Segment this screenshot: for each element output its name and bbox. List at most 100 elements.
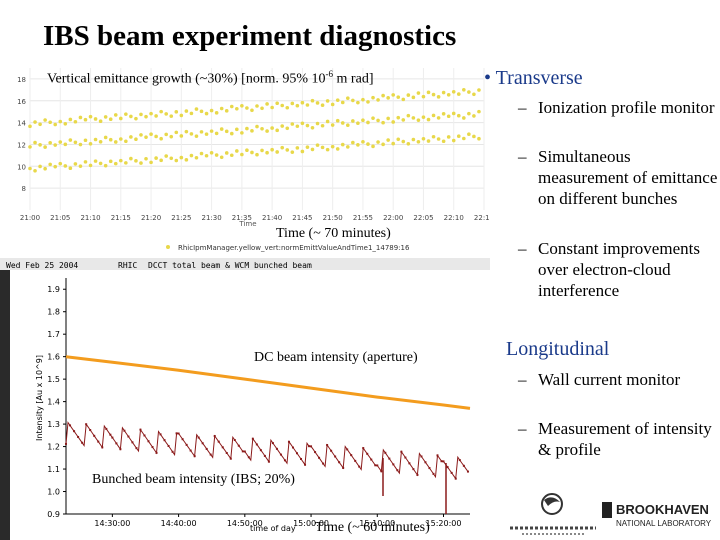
- emittance-x-tick: 21:45: [292, 214, 312, 222]
- emittance-point: [406, 93, 411, 97]
- emittance-point: [456, 92, 461, 96]
- bnl-line1: BROOKHAVEN: [616, 502, 709, 517]
- emittance-point: [472, 134, 476, 139]
- intensity-time-label: Time (~ 60 minutes): [315, 520, 430, 535]
- bunched-point: [454, 477, 457, 480]
- emittance-point: [209, 129, 214, 133]
- bunched-point: [241, 450, 244, 453]
- emittance-point: [305, 123, 310, 128]
- bunched-point: [362, 447, 365, 450]
- bunched-point: [380, 470, 383, 473]
- emittance-point: [255, 124, 259, 129]
- bunched-point: [89, 429, 92, 432]
- bunched-point: [446, 466, 449, 469]
- bunched-point: [424, 461, 427, 464]
- intensity-x-tick: 15:10:00: [359, 519, 395, 528]
- emittance-point: [28, 124, 32, 129]
- bunched-point: [217, 440, 220, 443]
- emittance-point: [451, 111, 456, 116]
- emittance-point: [63, 121, 68, 126]
- emittance-point: [235, 149, 239, 153]
- emittance-point: [129, 156, 133, 161]
- bunched-point: [251, 437, 254, 440]
- emittance-point: [300, 100, 305, 105]
- emittance-point: [98, 139, 103, 144]
- bunched-point: [237, 444, 240, 447]
- emittance-point: [199, 151, 204, 156]
- emittance-point: [103, 163, 108, 168]
- bunched-point: [354, 459, 357, 462]
- emittance-point: [224, 109, 229, 113]
- emittance-point: [340, 100, 345, 105]
- emittance-time-label: Time (~ 70 minutes): [276, 226, 391, 241]
- dc-intensity-line: [65, 355, 471, 410]
- emittance-y-tick: 14: [17, 120, 26, 128]
- emittance-point: [144, 135, 148, 139]
- bunched-point: [65, 442, 67, 445]
- bunched-point: [247, 456, 250, 459]
- emittance-point: [78, 164, 83, 168]
- bunched-point: [77, 435, 80, 438]
- emittance-point: [139, 112, 143, 117]
- emittance-point: [164, 112, 168, 116]
- emittance-point: [134, 116, 138, 121]
- emittance-point: [386, 116, 390, 121]
- emittance-points: [28, 87, 481, 173]
- intensity-x-ticks: 14:30:00 14:40:00 14:50:00 15:00:00 15:10:00…: [94, 514, 461, 528]
- emittance-point: [411, 95, 416, 100]
- emittance-point: [416, 118, 421, 122]
- emittance-point: [28, 166, 32, 171]
- emittance-point: [426, 117, 431, 122]
- dc-beam-label: DC beam intensity (aperture): [254, 350, 418, 365]
- intensity-x-tick: 14:30:00: [94, 519, 130, 528]
- emittance-point: [421, 94, 426, 99]
- sub-bullet-measurement: – Measurement of intensity & profile: [518, 418, 718, 460]
- emittance-point: [346, 123, 350, 128]
- emittance-point: [214, 131, 219, 136]
- bunched-point: [123, 429, 126, 432]
- intensity-x-tick: 15:00:00: [293, 519, 329, 528]
- emittance-point: [462, 136, 466, 141]
- emittance-point: [396, 115, 401, 120]
- bunched-point: [458, 459, 461, 462]
- emittance-y-tick: 18: [17, 76, 26, 84]
- bunched-point: [275, 447, 278, 450]
- emittance-point: [401, 139, 406, 144]
- bunched-point: [263, 454, 266, 457]
- emittance-point: [250, 150, 254, 155]
- emittance-point: [431, 92, 436, 97]
- institute-seal-icon: [510, 493, 596, 535]
- bunched-point: [225, 451, 228, 454]
- emittance-point: [330, 144, 335, 149]
- emittance-point: [119, 137, 123, 141]
- emittance-point: [436, 116, 441, 120]
- emittance-point: [159, 158, 163, 163]
- emittance-point: [265, 102, 269, 106]
- emittance-point: [179, 155, 184, 160]
- emittance-point: [361, 97, 365, 102]
- bunched-point: [330, 449, 333, 452]
- intensity-y-tick: 1.3: [47, 420, 60, 429]
- bunched-point: [115, 442, 118, 445]
- intensity-plot: Wed Feb 25 2004 RHIC DCCT total beam & W…: [0, 258, 490, 540]
- bunched-point: [384, 451, 387, 454]
- bunched-point: [271, 442, 274, 445]
- emittance-point: [119, 158, 123, 163]
- bunched-point: [147, 440, 150, 443]
- emittance-point: [426, 139, 431, 143]
- emittance-point: [250, 129, 254, 133]
- bunched-point: [111, 436, 114, 439]
- bunched-point: [101, 446, 104, 449]
- bunched-point: [466, 470, 469, 473]
- emittance-point: [270, 147, 274, 152]
- emittance-point: [335, 98, 340, 102]
- emittance-legend: RhicIpmManager.yellow_vert:normEmittValu…: [178, 244, 410, 252]
- bunched-point: [350, 454, 353, 457]
- emittance-point: [108, 117, 113, 121]
- bunched-point: [338, 461, 341, 464]
- bullet-transverse-text: Transverse: [495, 67, 583, 89]
- emittance-point: [68, 117, 73, 122]
- emittance-point: [467, 111, 471, 116]
- emittance-point: [38, 164, 42, 169]
- emittance-point: [204, 132, 209, 136]
